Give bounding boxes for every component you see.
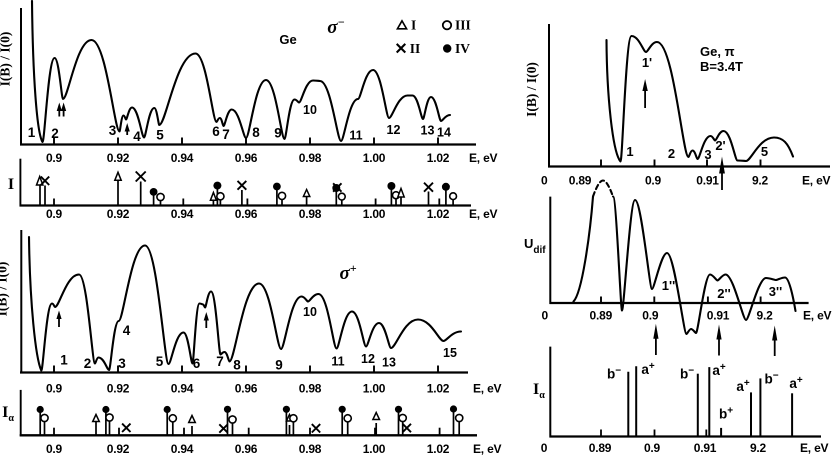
svg-text:1.02: 1.02 bbox=[427, 151, 450, 165]
svg-text:9.2: 9.2 bbox=[752, 174, 769, 188]
svg-text:9.2: 9.2 bbox=[757, 309, 774, 323]
svg-text:5: 5 bbox=[761, 144, 768, 159]
svg-text:11: 11 bbox=[349, 129, 362, 143]
svg-text:1: 1 bbox=[626, 144, 633, 159]
svg-text:13: 13 bbox=[382, 356, 396, 370]
svg-text:1.02: 1.02 bbox=[427, 382, 450, 396]
svg-text:3: 3 bbox=[704, 147, 711, 162]
svg-text:II: II bbox=[410, 41, 421, 56]
svg-text:0.96: 0.96 bbox=[235, 382, 258, 396]
svg-text:9: 9 bbox=[274, 126, 282, 141]
svg-text:2': 2' bbox=[715, 138, 725, 153]
svg-text:0.94: 0.94 bbox=[171, 442, 194, 455]
svg-text:6: 6 bbox=[193, 356, 201, 371]
svg-text:1: 1 bbox=[28, 125, 36, 140]
svg-text:E, eV: E, eV bbox=[469, 207, 498, 221]
svg-text:5: 5 bbox=[156, 128, 164, 143]
svg-text:8: 8 bbox=[233, 358, 241, 373]
svg-text:0: 0 bbox=[541, 309, 548, 323]
svg-text:E, eV: E, eV bbox=[803, 309, 832, 323]
svg-text:0.9: 0.9 bbox=[46, 151, 63, 165]
svg-text:1.00: 1.00 bbox=[363, 442, 386, 455]
svg-text:0: 0 bbox=[541, 441, 548, 455]
svg-text:2: 2 bbox=[668, 146, 675, 161]
svg-text:0.89: 0.89 bbox=[589, 441, 612, 455]
svg-text:12: 12 bbox=[361, 352, 375, 366]
svg-text:I(B) / I(0): I(B) / I(0) bbox=[524, 62, 539, 117]
svg-text:E, eV: E, eV bbox=[469, 151, 498, 165]
svg-text:0.98: 0.98 bbox=[299, 382, 322, 396]
svg-text:4: 4 bbox=[133, 129, 141, 144]
svg-text:2'': 2'' bbox=[717, 286, 730, 301]
svg-text:15: 15 bbox=[443, 346, 457, 360]
svg-text:1': 1' bbox=[642, 55, 652, 70]
svg-text:12: 12 bbox=[387, 123, 401, 137]
svg-text:I(B) / I(0): I(B) / I(0) bbox=[0, 262, 10, 317]
svg-text:11: 11 bbox=[331, 355, 344, 369]
svg-text:E, eV: E, eV bbox=[802, 174, 831, 188]
svg-text:0.9: 0.9 bbox=[46, 442, 63, 455]
svg-text:0.96: 0.96 bbox=[235, 151, 258, 165]
svg-text:0.98: 0.98 bbox=[299, 151, 322, 165]
svg-text:10: 10 bbox=[303, 103, 317, 117]
svg-text:1: 1 bbox=[60, 353, 68, 368]
svg-text:0.9: 0.9 bbox=[642, 309, 659, 323]
svg-text:0.9: 0.9 bbox=[645, 174, 662, 188]
svg-text:0.96: 0.96 bbox=[235, 442, 258, 455]
svg-text:IV: IV bbox=[455, 41, 470, 56]
svg-text:5: 5 bbox=[156, 354, 164, 369]
svg-text:0.89: 0.89 bbox=[569, 174, 592, 188]
svg-text:1.02: 1.02 bbox=[427, 442, 450, 455]
svg-text:0.94: 0.94 bbox=[171, 382, 194, 396]
svg-text:0.9: 0.9 bbox=[46, 207, 63, 221]
svg-text:8: 8 bbox=[252, 125, 260, 140]
svg-text:0.9: 0.9 bbox=[46, 382, 63, 396]
svg-text:10: 10 bbox=[303, 305, 317, 319]
svg-text:0.94: 0.94 bbox=[171, 151, 194, 165]
svg-text:0.92: 0.92 bbox=[107, 382, 130, 396]
svg-text:2: 2 bbox=[51, 126, 59, 141]
svg-text:0.98: 0.98 bbox=[299, 442, 322, 455]
svg-text:0.98: 0.98 bbox=[299, 207, 322, 221]
svg-text:1.00: 1.00 bbox=[363, 382, 386, 396]
svg-text:9.2: 9.2 bbox=[750, 441, 767, 455]
svg-text:Ge: Ge bbox=[279, 32, 296, 47]
svg-text:E, eV: E, eV bbox=[473, 382, 502, 396]
svg-text:E, eV: E, eV bbox=[800, 441, 829, 455]
svg-text:4: 4 bbox=[123, 323, 131, 338]
svg-text:9: 9 bbox=[275, 358, 283, 373]
svg-text:1'': 1'' bbox=[662, 278, 675, 293]
svg-text:0.96: 0.96 bbox=[235, 207, 258, 221]
svg-text:0.94: 0.94 bbox=[171, 207, 194, 221]
svg-text:6: 6 bbox=[212, 124, 220, 139]
svg-text:0.92: 0.92 bbox=[107, 151, 130, 165]
svg-text:3: 3 bbox=[109, 123, 117, 138]
svg-text:0.91: 0.91 bbox=[694, 441, 717, 455]
svg-text:0.9: 0.9 bbox=[644, 441, 661, 455]
svg-text:I: I bbox=[411, 18, 416, 33]
svg-text:I(B) / I(0): I(B) / I(0) bbox=[0, 32, 13, 87]
svg-text:0.92: 0.92 bbox=[107, 442, 130, 455]
svg-text:1.00: 1.00 bbox=[363, 207, 386, 221]
svg-text:0.91: 0.91 bbox=[696, 174, 719, 188]
svg-text:B=3.4T: B=3.4T bbox=[700, 59, 743, 74]
svg-text:2: 2 bbox=[84, 356, 92, 371]
svg-text:E, eV: E, eV bbox=[473, 442, 502, 455]
svg-text:7: 7 bbox=[216, 354, 224, 369]
svg-text:I: I bbox=[8, 176, 14, 193]
svg-text:1.00: 1.00 bbox=[363, 151, 386, 165]
svg-text:13: 13 bbox=[421, 124, 435, 138]
svg-text:Ge, π: Ge, π bbox=[700, 44, 735, 59]
svg-text:7: 7 bbox=[222, 127, 230, 142]
svg-text:III: III bbox=[455, 18, 471, 33]
svg-text:1.02: 1.02 bbox=[427, 207, 450, 221]
svg-text:0.91: 0.91 bbox=[707, 309, 730, 323]
svg-text:0.92: 0.92 bbox=[107, 207, 130, 221]
svg-text:3: 3 bbox=[118, 356, 126, 371]
svg-text:3'': 3'' bbox=[769, 284, 782, 299]
svg-text:14: 14 bbox=[437, 126, 451, 140]
svg-text:0: 0 bbox=[541, 174, 548, 188]
svg-text:0.89: 0.89 bbox=[590, 309, 613, 323]
